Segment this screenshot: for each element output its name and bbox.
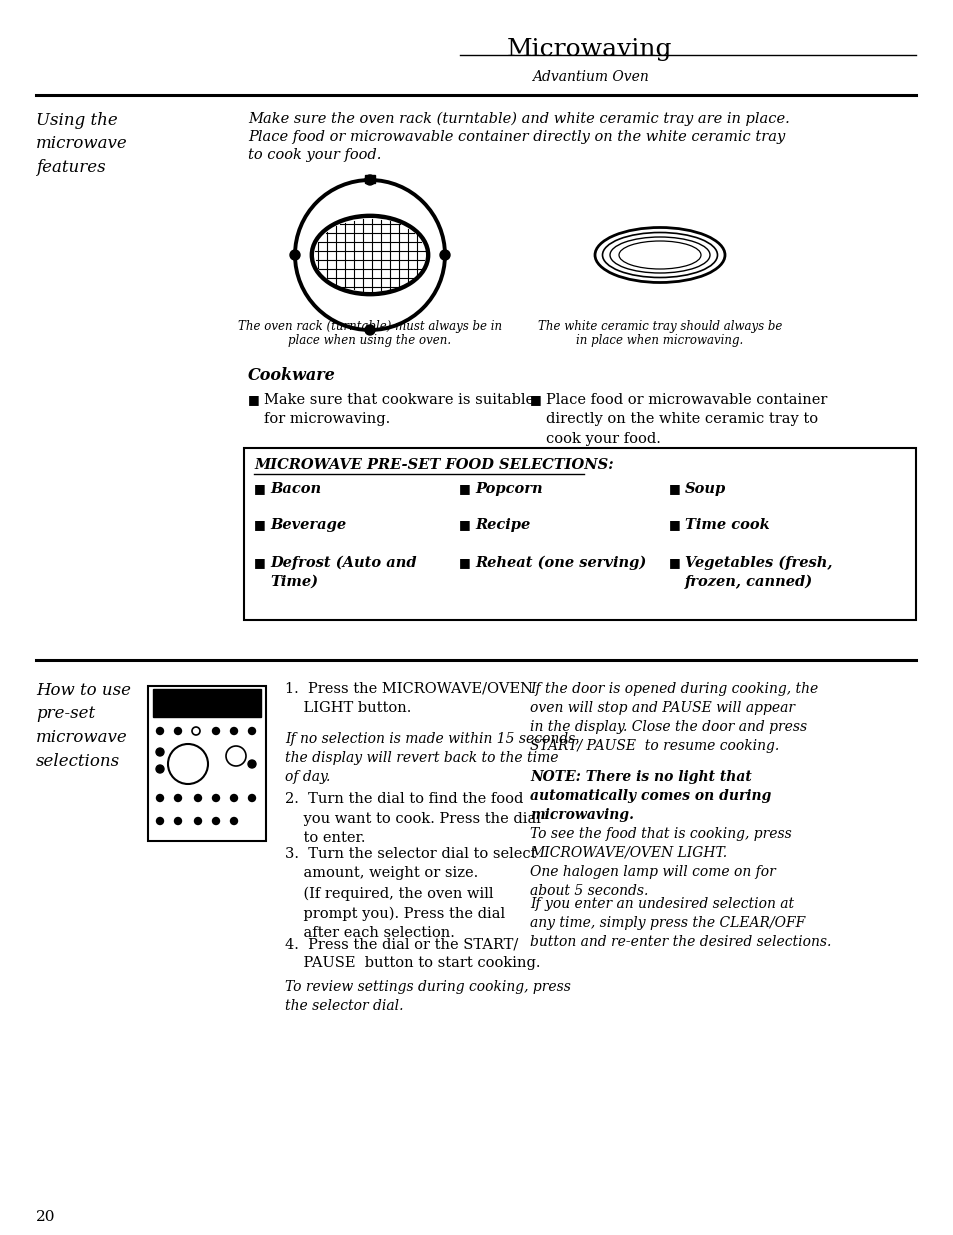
Circle shape [231,794,237,802]
Circle shape [231,727,237,735]
Text: Recipe: Recipe [475,517,530,532]
Text: Soup: Soup [684,482,725,496]
Text: Cookware: Cookware [248,367,335,384]
Text: The oven rack (turntable) must always be in: The oven rack (turntable) must always be… [237,320,501,333]
Circle shape [156,727,163,735]
Text: Defrost (Auto and
Time): Defrost (Auto and Time) [270,556,416,588]
Circle shape [194,818,201,825]
Text: ■: ■ [668,517,680,531]
Text: ■: ■ [248,393,259,406]
Text: Microwaving: Microwaving [507,38,672,61]
Text: 3.  Turn the selector dial to select
    amount, weight or size.
    (If require: 3. Turn the selector dial to select amou… [285,847,536,940]
Circle shape [174,794,181,802]
Circle shape [174,727,181,735]
Text: How to use
pre-set
microwave
selections: How to use pre-set microwave selections [36,682,131,769]
Text: 4.  Press the dial or the START/
    PAUSE  button to start cooking.: 4. Press the dial or the START/ PAUSE bu… [285,937,540,971]
Text: To see the food that is cooking, press
MICROWAVE/OVEN LIGHT.
One halogen lamp wi: To see the food that is cooking, press M… [530,827,791,898]
Text: Time cook: Time cook [684,517,769,532]
Circle shape [248,794,255,802]
Circle shape [248,727,255,735]
Text: NOTE: There is no light that
automatically comes on during
microwaving.: NOTE: There is no light that automatical… [530,769,771,823]
Text: Using the
microwave
features: Using the microwave features [36,112,128,177]
Circle shape [213,794,219,802]
Text: Beverage: Beverage [270,517,346,532]
Bar [244,448,915,620]
Text: ■: ■ [253,517,266,531]
Bar [152,689,261,718]
Text: MICROWAVE PRE-SET FOOD SELECTIONS:: MICROWAVE PRE-SET FOOD SELECTIONS: [253,458,613,472]
Text: ■: ■ [458,556,470,569]
Text: ■: ■ [668,482,680,495]
Circle shape [439,249,450,261]
Circle shape [156,818,163,825]
Text: in place when microwaving.: in place when microwaving. [576,333,742,347]
Text: Advantium Oven: Advantium Oven [531,70,648,84]
Ellipse shape [620,243,699,267]
Circle shape [194,794,201,802]
Text: If no selection is made within 15 seconds,
the display will revert back to the t: If no selection is made within 15 second… [285,732,579,784]
Circle shape [213,818,219,825]
Circle shape [213,727,219,735]
Text: Bacon: Bacon [270,482,321,496]
Circle shape [174,818,181,825]
Text: 1.  Press the MICROWAVE/OVEN
    LIGHT button.: 1. Press the MICROWAVE/OVEN LIGHT button… [285,682,533,715]
Text: To review settings during cooking, press
the selector dial.: To review settings during cooking, press… [285,981,570,1013]
Text: ■: ■ [458,482,470,495]
Circle shape [156,764,164,773]
Bar [148,685,266,841]
Text: ■: ■ [253,482,266,495]
Text: Place food or microwavable container directly on the white ceramic tray: Place food or microwavable container dir… [248,130,784,144]
Text: to cook your food.: to cook your food. [248,148,381,162]
Text: 2.  Turn the dial to find the food
    you want to cook. Press the dial
    to e: 2. Turn the dial to find the food you wa… [285,792,540,845]
Text: Make sure the oven rack (turntable) and white ceramic tray are in place.: Make sure the oven rack (turntable) and … [248,112,789,126]
Text: Vegetables (fresh,
frozen, canned): Vegetables (fresh, frozen, canned) [684,556,832,589]
Text: If you enter an undesired selection at
any time, simply press the CLEAR/OFF
butt: If you enter an undesired selection at a… [530,897,830,948]
Circle shape [231,818,237,825]
Text: Place food or microwavable container
directly on the white ceramic tray to
cook : Place food or microwavable container dir… [545,393,826,446]
Circle shape [365,325,375,335]
Circle shape [248,760,255,768]
Text: ■: ■ [253,556,266,569]
Circle shape [156,748,164,756]
Ellipse shape [311,215,429,295]
Ellipse shape [314,219,426,291]
Circle shape [156,794,163,802]
Text: ■: ■ [530,393,541,406]
Circle shape [365,175,375,185]
Text: place when using the oven.: place when using the oven. [288,333,451,347]
Text: Reheat (one serving): Reheat (one serving) [475,556,645,571]
Circle shape [290,249,299,261]
Text: ■: ■ [458,517,470,531]
Text: 20: 20 [36,1210,55,1224]
Text: ■: ■ [668,556,680,569]
Text: Popcorn: Popcorn [475,482,542,496]
Text: The white ceramic tray should always be: The white ceramic tray should always be [537,320,781,333]
Text: If the door is opened during cooking, the
oven will stop and PAUSE will appear
i: If the door is opened during cooking, th… [530,682,818,753]
Bar [365,175,375,183]
Text: Make sure that cookware is suitable
for microwaving.: Make sure that cookware is suitable for … [264,393,534,426]
